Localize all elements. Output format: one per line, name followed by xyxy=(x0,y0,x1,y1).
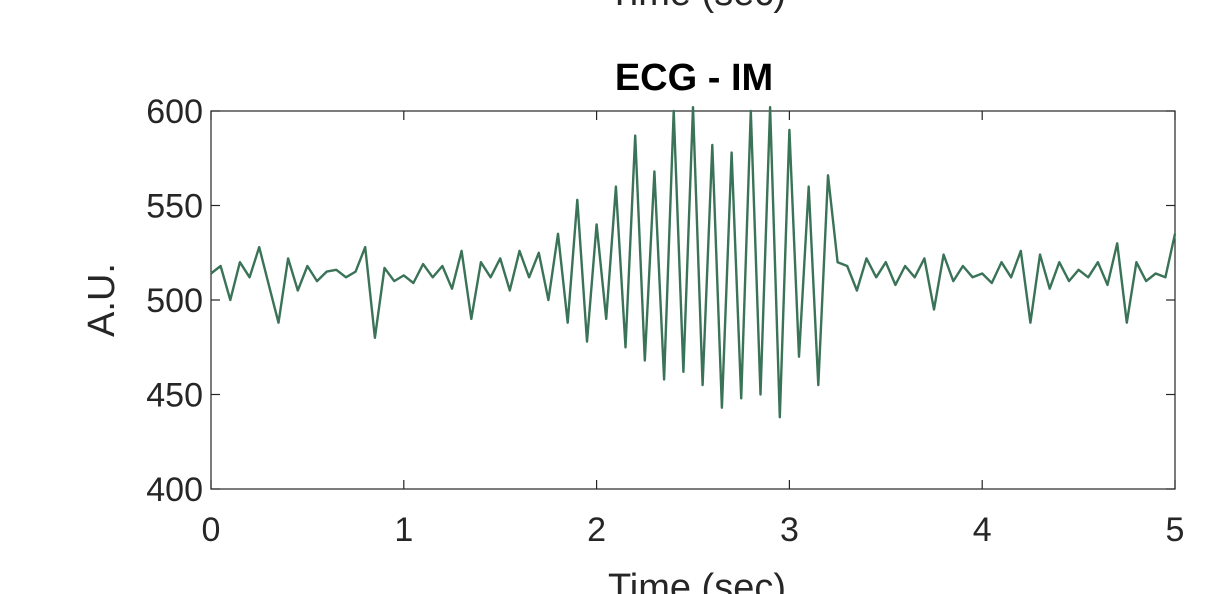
y-tick-label: 500 xyxy=(146,282,203,320)
plot-area xyxy=(210,110,1176,490)
x-tick-label: 2 xyxy=(587,511,606,549)
top-cropped-xlabel: Time (sec) xyxy=(608,0,786,14)
y-tick-label: 450 xyxy=(146,377,203,415)
series-layer xyxy=(210,105,1177,419)
y-tick-label: 550 xyxy=(146,188,203,226)
x-axis-label: Time (sec) xyxy=(608,567,786,594)
x-tick-label: 1 xyxy=(394,511,413,549)
series-line xyxy=(210,105,1177,419)
y-axis-label: A.U. xyxy=(81,263,123,337)
x-tick-label: 3 xyxy=(780,511,799,549)
x-tick-label: 0 xyxy=(202,511,221,549)
y-axis: 400 450 500 550 600 xyxy=(146,93,1175,509)
y-tick-label: 400 xyxy=(146,471,203,509)
x-tick-label: 5 xyxy=(1166,511,1185,549)
x-axis: 0 1 2 3 4 5 xyxy=(202,111,1185,549)
x-tick-label: 4 xyxy=(973,511,992,549)
chart-title: ECG - IM xyxy=(615,57,773,99)
y-tick-label: 600 xyxy=(146,93,203,131)
